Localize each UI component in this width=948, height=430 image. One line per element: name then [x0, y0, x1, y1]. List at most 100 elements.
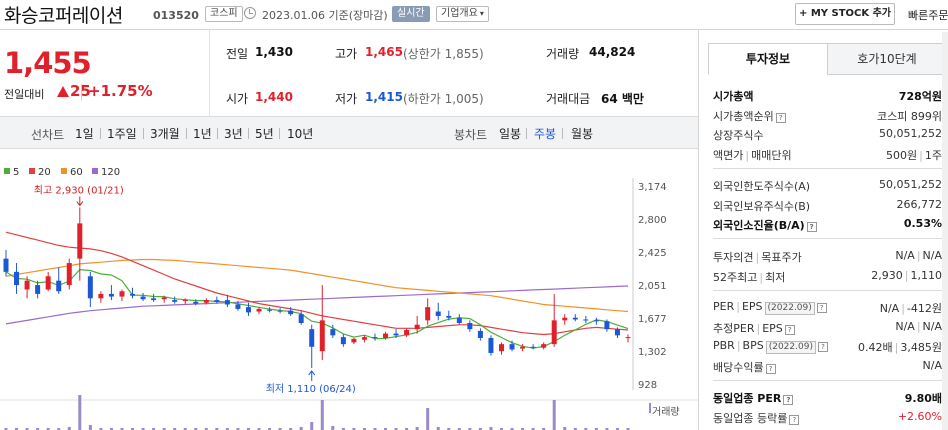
volume-bar — [236, 428, 240, 430]
row-value: 9.80배 — [905, 390, 942, 406]
volume-bar — [605, 428, 609, 430]
row-label-text: PER — [713, 300, 735, 313]
row-value: N/A | -412원 — [880, 300, 942, 316]
candle-body — [98, 293, 104, 299]
scrollbar[interactable] — [942, 32, 948, 430]
add-mystock-button[interactable]: + MY STOCK 추가 — [795, 3, 895, 25]
row-value-text: 1주 — [924, 148, 942, 162]
pipe-divider: | — [894, 341, 899, 354]
row-label-text: 외국인보유주식수(B) — [713, 199, 811, 213]
stock-code: 013520 — [153, 9, 199, 22]
ma120-label: 120 — [101, 167, 121, 178]
help-icon[interactable]: ? — [816, 303, 827, 313]
company-overview-dropdown[interactable]: 기업개요 ▾ — [436, 6, 489, 22]
row-value: 266,772 — [897, 198, 943, 211]
volume-bar — [436, 427, 440, 430]
tab-orderbook[interactable]: 호가10단계 — [827, 43, 947, 75]
divider — [217, 128, 218, 139]
market-cap-row: 시가총액순위? 코스피 899위 — [713, 108, 942, 126]
low-annotation: 최저 1,110 (06/24) — [266, 383, 356, 395]
candle-body — [572, 317, 578, 320]
quick-order-link[interactable]: 빠른주문 — [908, 9, 948, 22]
volume-bar — [215, 428, 219, 430]
help-icon[interactable]: ? — [806, 222, 817, 232]
candle-body — [393, 333, 399, 336]
help-icon[interactable]: ? — [775, 112, 786, 123]
volume-bar — [626, 428, 630, 430]
volume-bar — [563, 427, 567, 430]
annotations: 최고 2,930 (01/21) 최저 1,110 (06/24) — [34, 185, 356, 395]
ma60-legend: 60 — [61, 167, 83, 178]
price-change-percent: +1.75% — [88, 82, 153, 100]
ma120-line — [5, 285, 629, 325]
realtime-button[interactable]: 실시간 — [392, 6, 430, 22]
high-label: 고가 — [335, 47, 358, 61]
ma60-label: 60 — [70, 167, 83, 178]
trade-amount-value: 64 백만 — [601, 92, 644, 106]
candle-body — [309, 329, 315, 347]
tab-invest-info[interactable]: 투자정보 — [708, 43, 828, 75]
candle-daily[interactable]: 일봉 — [499, 127, 522, 141]
ma20-legend: 20 — [29, 167, 51, 178]
low-value: 1,415 — [365, 90, 403, 104]
help-icon[interactable]: ? — [783, 395, 794, 405]
y-ticks: 3,174 2,800 2,425 2,051 1,677 1,302 928 — [638, 182, 667, 391]
period-10y[interactable]: 10년 — [287, 127, 314, 141]
divider — [279, 128, 280, 139]
period-1w[interactable]: 1주일 — [107, 127, 137, 141]
row-label: 외국인한도주식수(A) — [713, 178, 810, 194]
divider — [562, 128, 563, 139]
period-3y[interactable]: 3년 — [224, 127, 243, 141]
date-basis: 2023.01.06 기준(장마감) — [262, 9, 388, 22]
volume-bar — [36, 428, 40, 430]
row-value-text: 0.42배 — [858, 341, 893, 354]
candle-body — [383, 333, 389, 338]
volume-bar — [88, 425, 92, 430]
candle-body — [372, 337, 378, 339]
candle-body — [256, 308, 262, 312]
row-value: N/A | N/A — [895, 249, 942, 262]
divider — [209, 30, 210, 116]
period-5y[interactable]: 5년 — [255, 127, 274, 141]
volume-bar — [152, 428, 156, 430]
help-icon[interactable]: ? — [784, 324, 795, 335]
candle-body — [319, 320, 325, 352]
period-1y[interactable]: 1년 — [193, 127, 212, 141]
candle-body — [498, 344, 504, 352]
row-value-text: N/A — [895, 319, 915, 333]
candle-weekly[interactable]: 주봉 — [534, 127, 557, 141]
help-icon[interactable]: ? — [817, 342, 828, 352]
row-value: N/A | N/A — [895, 320, 942, 333]
row-label-text: 매매단위 — [751, 148, 792, 162]
prev-close-label: 전일 — [226, 47, 249, 61]
chart-toolbar: 선차트 1일 1주일 3개월 1년 3년 5년 10년 봉차트 일봉 주봉 월봉 — [0, 116, 698, 149]
candle-body — [330, 329, 336, 336]
candle-body — [119, 291, 125, 297]
row-label: PBR | BPS (2022.09)? — [713, 339, 828, 354]
pipe-divider: | — [755, 251, 760, 264]
valuation-row: PBR | BPS (2022.09)? 0.42배 | 3,485원 — [713, 339, 942, 357]
candle-body — [77, 223, 83, 259]
row-value-text: 3,485원 — [900, 341, 942, 354]
period-1d[interactable]: 1일 — [75, 127, 94, 141]
row-value-text: N/A — [922, 319, 942, 333]
candle-body — [467, 322, 473, 330]
open-value: 1,440 — [255, 90, 293, 104]
row-label-text: BPS — [742, 339, 764, 352]
price-chart[interactable]: 3,174 2,800 2,425 2,051 1,677 1,302 928 최고 2,9… — [0, 150, 698, 430]
volume-bar — [204, 428, 208, 430]
candle-body — [604, 321, 610, 330]
row-value: 50,051,252 — [879, 127, 942, 140]
help-icon[interactable]: ? — [789, 415, 800, 425]
volume-bar — [447, 428, 451, 430]
volume-bar — [225, 428, 229, 430]
help-icon[interactable]: ? — [765, 363, 776, 374]
candle-body — [130, 293, 136, 296]
candle-body — [3, 258, 9, 272]
pipe-divider: | — [904, 268, 909, 282]
candle-monthly[interactable]: 월봉 — [571, 127, 594, 141]
candle-body — [277, 310, 283, 312]
row-label-text: 추정PER — [713, 321, 755, 335]
row-label: 동일업종 PER? — [713, 390, 794, 406]
period-3m[interactable]: 3개월 — [150, 127, 180, 141]
